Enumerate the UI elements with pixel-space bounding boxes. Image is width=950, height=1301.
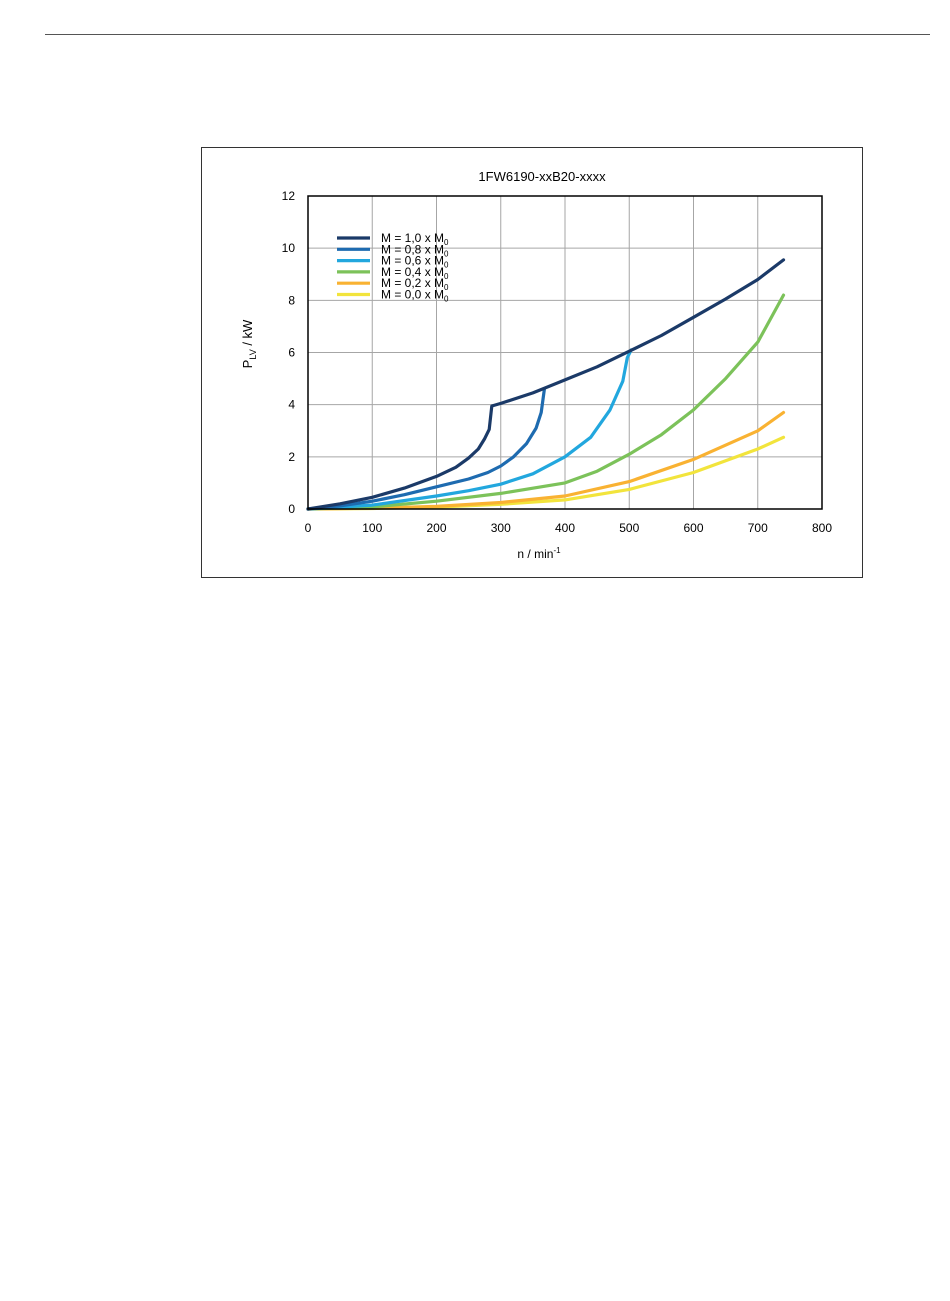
series-layer: [306, 258, 786, 511]
y-tick-label: 2: [288, 450, 295, 464]
y-tick-label: 6: [288, 346, 295, 360]
series-line-4: [306, 293, 786, 511]
plot-border: [307, 195, 823, 510]
x-tick-label: 600: [683, 521, 703, 535]
chart-frame: 0 100 200 300 400 500 600 700 800 0 2 4 6 8 10 12 M = …: [201, 147, 863, 578]
series-line-2: [306, 387, 546, 511]
x-tick-label: 200: [426, 521, 446, 535]
x-tick-label: 400: [555, 521, 575, 535]
legend-entry: M = 0,8 x M0: [381, 242, 449, 258]
chart: 0 100 200 300 400 500 600 700 800 0 2 4 6 8 10 12 M = …: [240, 169, 833, 561]
y-axis-label: PLV / kW: [240, 319, 258, 368]
x-tick-labels: 0 100 200 300 400 500 600 700 800: [305, 521, 833, 535]
legend-entry: M = 0,6 x M0: [381, 254, 449, 270]
y-tick-labels: 0 2 4 6 8 10 12: [282, 189, 296, 516]
header-rule: [45, 34, 930, 35]
legend-entry: M = 1,0 x M0: [381, 231, 449, 247]
x-tick-label: 500: [619, 521, 639, 535]
chart-title: 1FW6190-xxB20-xxxx: [478, 169, 606, 184]
series-line-3: [306, 348, 633, 511]
y-tick-label: 4: [288, 398, 295, 412]
legend: M = 1,0 x M0M = 0,8 x M0M = 0,6 x M0M = …: [337, 231, 449, 304]
y-tick-label: 12: [282, 189, 296, 203]
x-tick-label: 100: [362, 521, 382, 535]
y-tick-label: 0: [288, 502, 295, 516]
x-tick-label: 700: [748, 521, 768, 535]
x-tick-label: 800: [812, 521, 832, 535]
x-tick-label: 0: [305, 521, 312, 535]
legend-entry: M = 0,4 x M0: [381, 265, 449, 281]
y-tick-label: 10: [282, 241, 296, 255]
x-tick-label: 300: [491, 521, 511, 535]
legend-entry: M = 0,2 x M0: [381, 276, 449, 292]
series-line-1: [306, 258, 786, 511]
legend-entry: M = 0,0 x M0: [381, 288, 449, 304]
x-axis-label: n / min-1: [517, 546, 561, 561]
y-tick-label: 8: [288, 293, 295, 307]
series-line-5: [306, 410, 786, 511]
